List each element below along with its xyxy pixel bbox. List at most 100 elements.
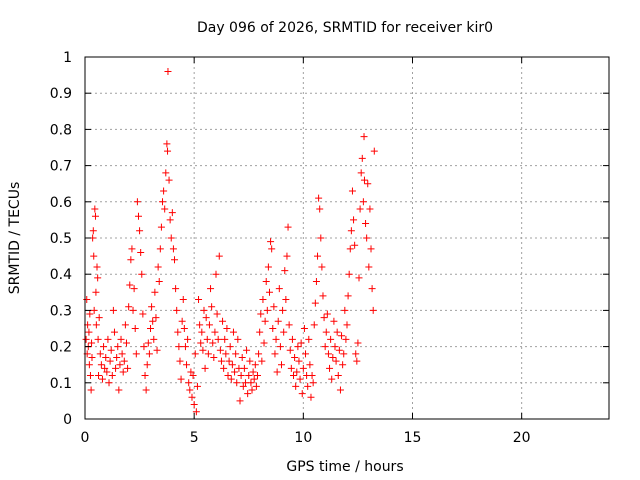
data-point [364,180,372,188]
data-point [244,390,252,398]
data-point [214,335,222,343]
data-point [312,277,320,285]
data-point [190,401,198,409]
data-point [300,325,308,332]
data-point [103,368,111,376]
data-point [141,372,149,380]
data-point [164,67,172,75]
x-tick-label: 20 [513,430,531,446]
data-point [327,335,335,343]
data-point [347,227,355,235]
data-point [131,325,139,332]
data-points [82,67,378,416]
y-axis-label: SRMTID / TECUs [7,182,23,295]
data-point [322,328,330,336]
data-point [287,364,295,372]
y-tick-label: 0.1 [50,376,72,392]
data-point [295,357,303,365]
data-point [360,133,368,141]
data-point [85,361,93,369]
data-point [332,357,340,365]
data-point [326,364,334,372]
data-point [93,263,101,271]
data-point [253,372,261,380]
data-point [284,223,292,231]
x-tick-label: 0 [81,430,90,446]
data-point [320,314,328,322]
data-point [331,343,339,351]
data-point [259,296,267,304]
data-point [90,306,98,314]
y-tick-label: 0.6 [50,195,72,211]
x-tick-label: 15 [404,430,422,446]
grid-lines [85,57,609,419]
data-point [305,335,313,343]
data-point [234,335,242,343]
data-point [210,353,218,361]
data-point [116,361,124,369]
data-point [180,325,188,332]
data-point [165,176,173,184]
data-point [264,263,272,271]
data-point [156,245,164,253]
data-point [205,321,213,329]
data-point [121,321,129,329]
data-point [222,350,230,358]
y-tick-label: 0.3 [50,303,72,319]
data-point [298,390,306,398]
data-point [161,205,169,213]
axis-tick-labels: 0 5 10 15 20 0 0.1 0.2 0.3 0.4 0.5 0.6 0.7 0.8 0.9 1 [50,50,531,446]
data-point [321,343,329,351]
data-point [126,281,134,289]
data-point [152,314,160,322]
data-point [125,303,133,311]
data-point [174,328,182,336]
data-point [302,350,310,358]
data-point [366,205,374,213]
data-point [249,368,257,376]
data-point [239,382,247,390]
data-point [240,364,248,372]
data-point [356,205,364,213]
data-point [212,270,220,278]
data-point [83,296,91,304]
data-point [115,386,123,394]
data-point [275,285,283,293]
data-point [314,252,322,260]
y-tick-label: 0 [63,412,72,428]
data-point [270,303,278,311]
data-point [360,176,368,184]
data-point [278,361,285,369]
data-point [117,335,125,343]
data-point [288,335,296,343]
data-point [196,321,204,329]
data-point [334,372,342,380]
y-tick-label: 0.9 [50,86,72,102]
data-point [339,361,347,369]
data-point [200,306,208,314]
data-point [319,292,327,300]
data-point [204,350,212,358]
data-point [245,372,253,380]
data-point [247,379,255,387]
data-point [139,310,147,318]
data-point [163,140,171,148]
data-point [223,325,231,332]
y-tick-label: 0.2 [50,340,72,356]
data-point [308,372,316,380]
data-point [367,245,375,253]
data-point [142,386,150,394]
data-point [279,306,287,314]
data-point [91,205,99,213]
data-point [340,350,348,358]
data-point [296,375,304,383]
data-point [100,343,108,351]
data-point [86,372,94,380]
y-tick-label: 1 [63,50,72,66]
data-point [128,245,136,253]
data-point [143,361,151,369]
data-point [229,328,237,336]
data-point [231,368,239,376]
data-point [341,306,349,314]
data-point [203,335,211,343]
